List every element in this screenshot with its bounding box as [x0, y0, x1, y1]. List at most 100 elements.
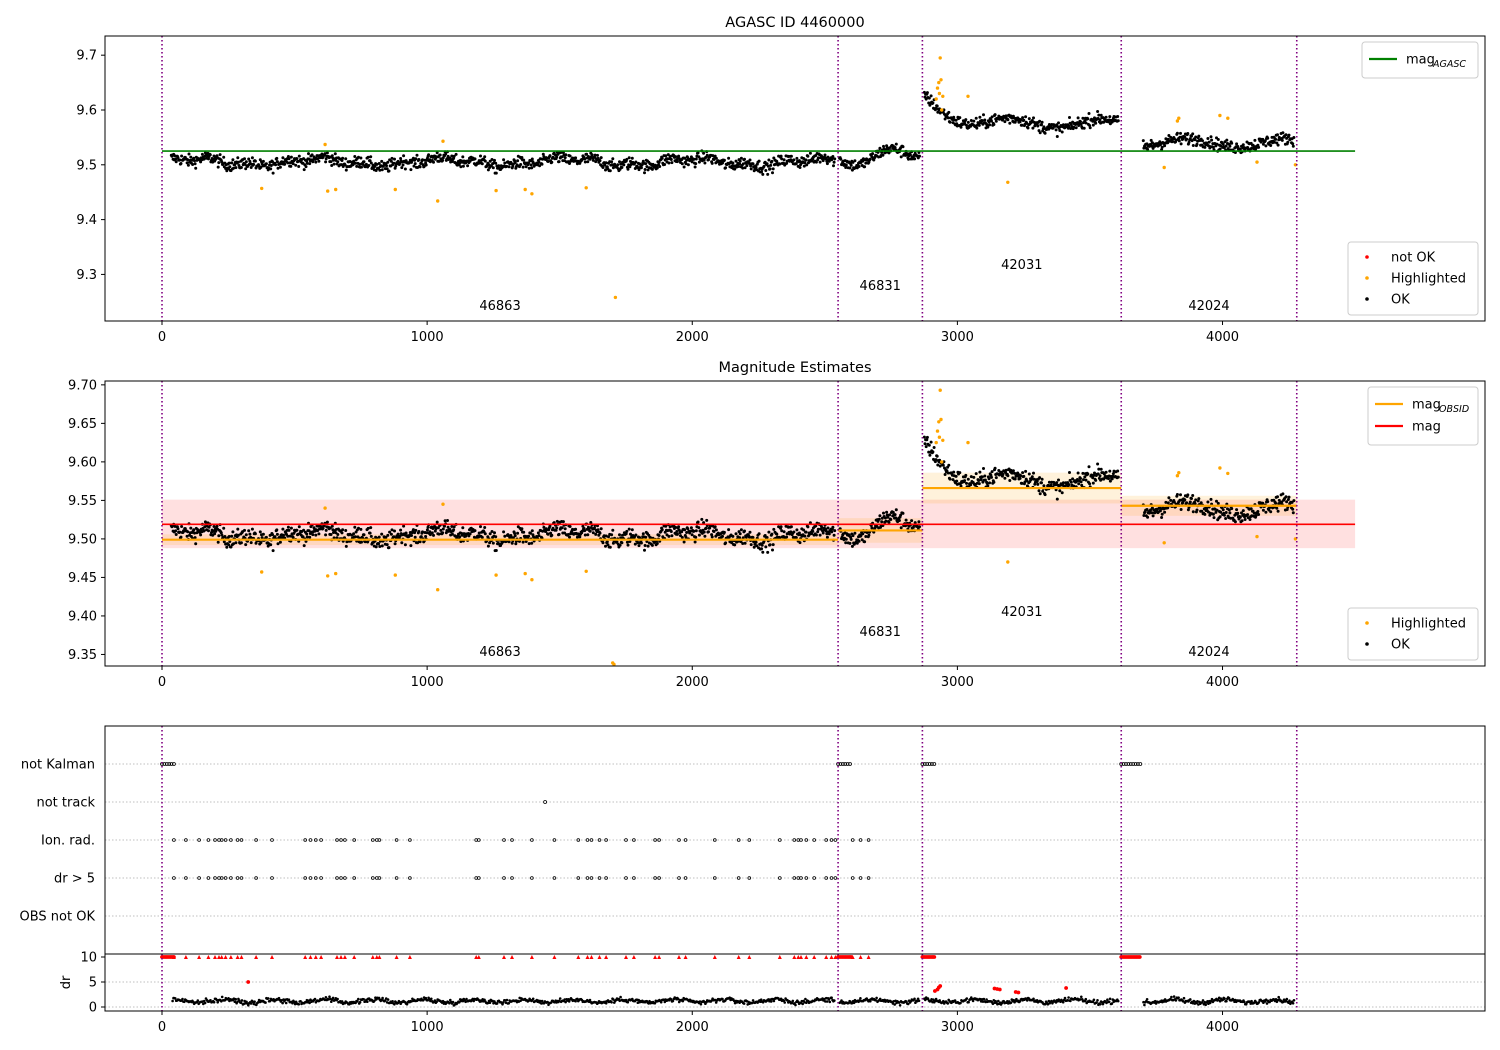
dr-point	[249, 1002, 253, 1005]
dr-gt5-marker	[866, 876, 871, 880]
ok-point	[1040, 481, 1043, 485]
ok-point	[360, 540, 363, 544]
ok-point	[598, 531, 602, 535]
ok-point	[1076, 471, 1080, 475]
dr-point	[281, 1001, 284, 1005]
ok-point	[633, 542, 637, 546]
ok-point	[418, 540, 422, 544]
dr-gt5-marker	[632, 876, 636, 880]
ok-point	[1147, 511, 1151, 515]
dr-gt5-marker	[352, 876, 357, 880]
obsid-label-46863: 46863	[479, 645, 520, 660]
highlighted-point	[436, 588, 440, 592]
legend-marker-0	[1365, 255, 1369, 259]
ok-point	[176, 156, 180, 160]
ok-point	[857, 539, 861, 543]
ok-point	[411, 528, 415, 532]
ion-rad-marker	[502, 838, 506, 842]
ok-point	[821, 531, 825, 535]
ok-point	[417, 158, 421, 161]
dr-point	[405, 1002, 409, 1006]
highlighted-point	[1175, 474, 1180, 478]
ok-point	[880, 520, 884, 524]
ok-point	[1160, 512, 1164, 516]
ok-point	[519, 163, 523, 166]
ok-point	[375, 162, 379, 166]
ok-point	[1151, 146, 1155, 150]
ok-point	[527, 534, 531, 538]
ok-point	[714, 528, 718, 532]
ok-point	[885, 510, 889, 514]
ok-point	[1024, 469, 1028, 473]
x-tick-label-1000: 1000	[411, 675, 444, 690]
ok-point	[486, 544, 490, 548]
ok-point	[232, 542, 235, 546]
dr-gt5-marker	[829, 876, 834, 880]
ok-point	[945, 469, 949, 473]
ok-point	[1091, 123, 1095, 127]
ok-point	[692, 157, 696, 161]
ok-point	[1116, 475, 1120, 479]
dr-point	[659, 1000, 663, 1004]
ok-point	[1092, 473, 1096, 477]
dr-point	[266, 997, 270, 1000]
ok-point	[254, 541, 258, 545]
ok-point	[441, 158, 445, 162]
ok-point	[530, 541, 534, 545]
ok-point	[1276, 495, 1279, 499]
ok-point	[913, 157, 917, 161]
ok-point	[1266, 500, 1270, 504]
dr-clipped-marker	[624, 955, 628, 959]
dr-gt5-marker	[313, 876, 318, 880]
ok-point	[1224, 144, 1228, 148]
ok-point	[767, 530, 771, 534]
ok-point	[605, 540, 609, 544]
ok-point	[1072, 484, 1076, 488]
ok-point	[1286, 140, 1290, 144]
dr-gt5-marker	[777, 876, 782, 880]
ok-point	[179, 162, 183, 165]
dr-point	[449, 998, 452, 1002]
ok-point	[639, 541, 643, 545]
dr-point	[384, 997, 388, 1000]
ok-point	[1150, 511, 1154, 515]
ok-point	[1079, 480, 1083, 484]
not-kalman-marker	[848, 762, 852, 766]
ok-point	[680, 162, 684, 166]
ok-point	[392, 161, 396, 165]
ok-point	[816, 530, 820, 534]
ok-point	[754, 540, 758, 544]
dr-clipped-marker	[850, 955, 855, 959]
ok-point	[244, 533, 248, 537]
ok-point	[650, 167, 654, 171]
ok-point	[1030, 475, 1034, 479]
x-tick-label-4000: 4000	[1206, 330, 1239, 345]
ok-point	[176, 527, 180, 531]
ok-point	[593, 526, 596, 530]
ok-point	[670, 534, 674, 538]
highlighted-points	[260, 56, 1298, 300]
dr-point	[721, 997, 724, 1001]
ok-point	[502, 158, 506, 162]
obsid-label-42031: 42031	[1001, 258, 1042, 273]
ok-point	[982, 113, 985, 117]
ion-rad-marker	[197, 838, 201, 842]
ok-point	[568, 162, 571, 165]
ok-point	[1193, 502, 1197, 506]
ok-point	[863, 540, 867, 544]
ok-point	[669, 158, 673, 161]
dr-point	[362, 998, 366, 1001]
ok-point	[1191, 510, 1195, 514]
highlighted-point	[937, 435, 942, 439]
ok-point	[700, 517, 704, 521]
ok-point	[1079, 122, 1083, 126]
ok-point	[1038, 492, 1042, 496]
ok-point	[1060, 130, 1064, 134]
ok-point	[766, 164, 770, 168]
highlighted-point	[1006, 560, 1010, 564]
ok-point	[398, 534, 402, 538]
ion-rad-marker	[747, 838, 752, 842]
ok-point	[561, 520, 565, 524]
ok-point	[601, 166, 605, 169]
ok-point	[636, 541, 640, 545]
